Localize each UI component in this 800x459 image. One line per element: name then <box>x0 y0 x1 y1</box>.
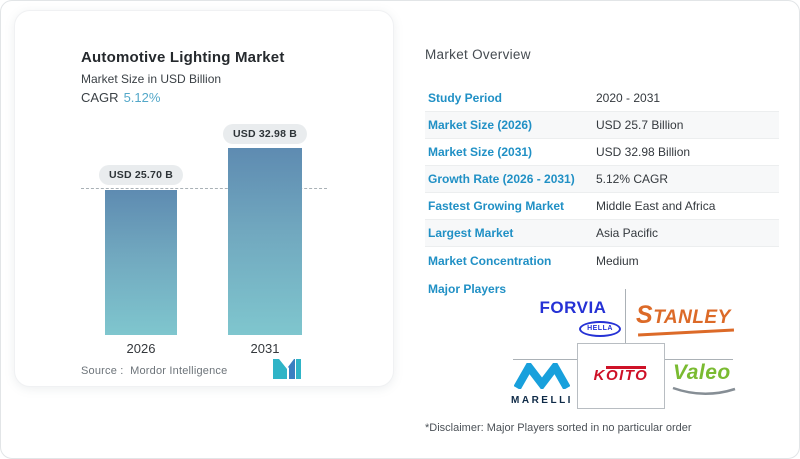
overview-table: Study Period 2020 - 2031 Market Size (202… <box>425 85 779 274</box>
hella-logo: HELLA <box>579 321 621 337</box>
bar-2031 <box>228 148 302 335</box>
valeo-swoosh-icon <box>672 386 736 395</box>
chart-subtitle: Market Size in USD Billion <box>81 72 222 86</box>
marelli-m-icon <box>513 359 571 391</box>
marelli-wordmark: MARELLI <box>511 395 573 406</box>
cagr-line: CAGR 5.12% <box>81 90 160 105</box>
major-players-label: Major Players <box>428 282 507 296</box>
x-axis-label-2026: 2026 <box>126 341 156 356</box>
stanley-logo: STANLEY <box>636 301 731 329</box>
row-label: Market Concentration <box>428 253 552 268</box>
connector-line-vertical <box>625 289 626 343</box>
reference-dashed-line <box>81 188 327 189</box>
row-value: USD 32.98 Billion <box>596 145 691 159</box>
connector-line-left <box>513 359 577 360</box>
row-value: 2020 - 2031 <box>596 91 661 105</box>
overview-heading: Market Overview <box>425 47 531 62</box>
valeo-logo: Valeo <box>673 361 731 384</box>
row-value: 5.12% CAGR <box>596 172 669 186</box>
forvia-logo: FORVIA <box>539 298 607 317</box>
bar-value-label-2031: USD 32.98 B <box>222 124 308 144</box>
chart-card: Automotive Lighting Market Market Size i… <box>14 10 394 387</box>
row-value: Medium <box>596 253 639 268</box>
table-row: Market Size (2031) USD 32.98 Billion <box>425 139 779 166</box>
cagr-label: CAGR <box>81 90 119 105</box>
row-label: Growth Rate (2026 - 2031) <box>428 172 575 186</box>
table-row: Fastest Growing Market Middle East and Af… <box>425 193 779 220</box>
row-label: Study Period <box>428 91 503 105</box>
source-value: Mordor Intelligence <box>130 365 228 377</box>
bar-value-label-2026: USD 25.70 B <box>98 165 184 185</box>
row-label: Market Size (2031) <box>428 145 533 159</box>
source-label: Source : <box>81 365 124 377</box>
row-label: Largest Market <box>428 226 514 240</box>
row-value: Middle East and Africa <box>596 199 716 213</box>
koito-logo-box <box>577 343 665 409</box>
koito-logo: KOITO <box>593 367 649 384</box>
table-row: Market Size (2026) USD 25.7 Billion <box>425 112 779 139</box>
table-row: Largest Market Asia Pacific <box>425 220 779 247</box>
table-row: Growth Rate (2026 - 2031) 5.12% CAGR <box>425 166 779 193</box>
table-row: Market Concentration Medium <box>425 247 779 274</box>
marelli-logo: MARELLI <box>509 359 575 406</box>
source-attribution: Source : Mordor Intelligence <box>81 365 227 377</box>
disclaimer-text: *Disclaimer: Major Players sorted in no … <box>425 422 692 434</box>
row-label: Fastest Growing Market <box>428 199 565 213</box>
connector-line-right <box>664 359 733 360</box>
x-axis-label-2031: 2031 <box>250 341 280 356</box>
row-label: Market Size (2026) <box>428 118 533 132</box>
chart-title: Automotive Lighting Market <box>81 49 285 66</box>
row-value: USD 25.7 Billion <box>596 118 684 132</box>
mordor-intelligence-logo-icon <box>273 359 301 379</box>
bar-2026 <box>105 190 177 335</box>
koito-logo-bar <box>606 366 646 369</box>
row-value: Asia Pacific <box>596 226 659 240</box>
table-row: Study Period 2020 - 2031 <box>425 85 779 112</box>
cagr-value: 5.12% <box>123 90 161 105</box>
